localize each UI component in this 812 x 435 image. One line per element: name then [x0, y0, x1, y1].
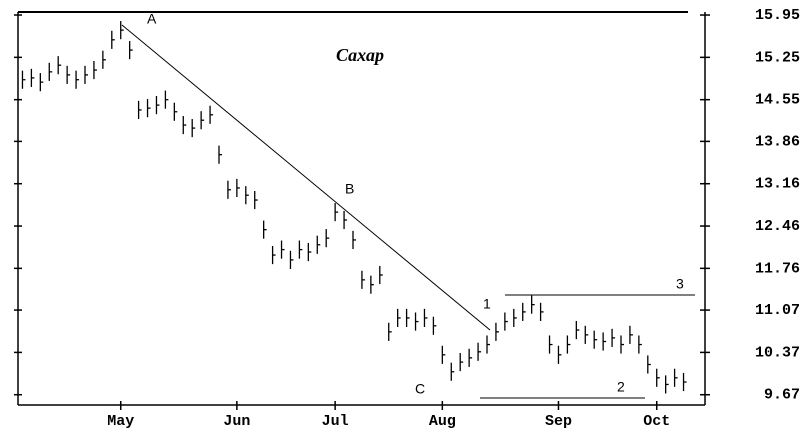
y-tick-label: 15.25: [755, 49, 800, 66]
y-tick-label: 15.95: [755, 7, 800, 24]
y-tick-label: 13.86: [755, 133, 800, 150]
x-tick-label: Sep: [545, 413, 572, 430]
annotation: A: [147, 11, 157, 27]
annotation: C: [415, 381, 425, 397]
y-tick-label: 11.76: [755, 260, 800, 277]
chart-title: Сахар: [336, 45, 384, 65]
x-tick-label: Aug: [429, 413, 456, 430]
x-tick-label: Jul: [322, 413, 349, 430]
annotation: 2: [617, 379, 625, 395]
y-tick-label: 10.37: [755, 344, 800, 361]
y-tick-label: 14.55: [755, 92, 800, 109]
y-tick-label: 13.16: [755, 176, 800, 193]
y-tick-label: 11.07: [755, 302, 800, 319]
y-tick-label: 12.46: [755, 218, 800, 235]
y-tick-label: 9.67: [764, 387, 800, 404]
x-tick-label: Oct: [643, 413, 670, 430]
annotation: B: [345, 181, 354, 197]
x-tick-label: May: [107, 413, 134, 430]
trend-line: [121, 24, 491, 331]
annotation: 1: [483, 296, 491, 312]
annotation: 3: [676, 276, 684, 292]
x-tick-label: Jun: [223, 413, 250, 430]
